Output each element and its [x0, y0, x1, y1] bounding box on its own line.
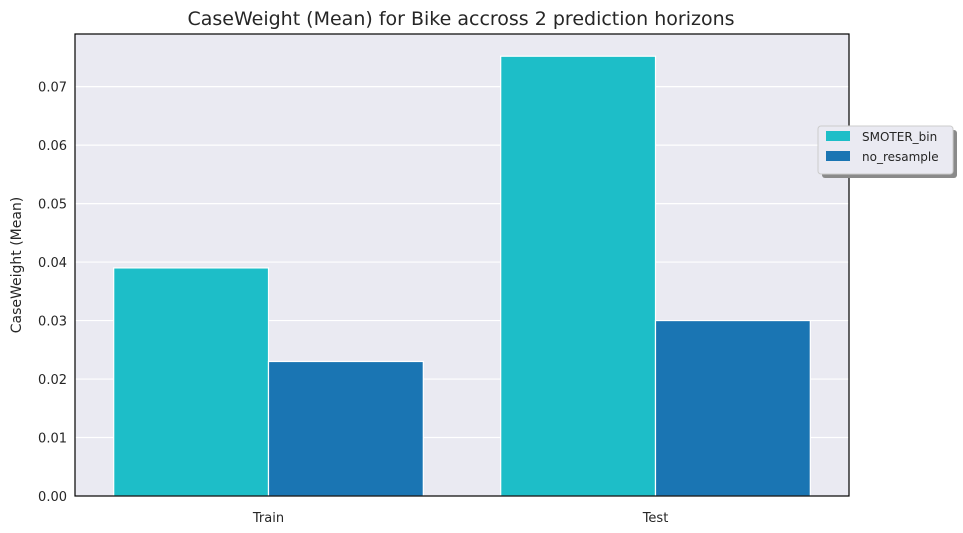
- y-tick-label: 0.03: [38, 315, 67, 330]
- y-tick-label: 0.05: [38, 198, 67, 213]
- bar-no_resample-Test: [654, 319, 811, 497]
- legend: SMOTER_bin no_resample: [817, 125, 957, 178]
- legend-swatch-SMOTER_bin: [826, 131, 850, 141]
- x-tick-label: Train: [252, 511, 284, 526]
- bar-no_resample-Train: [267, 360, 424, 497]
- legend-swatch-no_resample: [826, 151, 850, 161]
- y-tick-label: 0.04: [38, 256, 67, 271]
- y-tick-labels: 0.00 0.01 0.02 0.03 0.04 0.05 0.06 0.07: [38, 81, 67, 505]
- chart-title: CaseWeight (Mean) for Bike accross 2 pre…: [187, 8, 734, 30]
- x-tick-label: Test: [642, 511, 669, 526]
- y-tick-label: 0.00: [38, 490, 67, 505]
- legend-label: SMOTER_bin: [862, 130, 937, 144]
- plot-frame: [74, 33, 850, 497]
- legend-label: no_resample: [862, 150, 939, 164]
- y-tick-label: 0.07: [38, 81, 67, 96]
- y-tick-label: 0.01: [38, 432, 67, 447]
- y-axis-label: CaseWeight (Mean): [9, 197, 25, 334]
- y-tick-label: 0.06: [38, 139, 67, 154]
- x-tick-labels: Train Test: [252, 511, 668, 526]
- y-tick-label: 0.02: [38, 373, 67, 388]
- bar-SMOTER_bin-Train: [113, 267, 270, 497]
- bar-SMOTER_bin-Test: [500, 55, 657, 497]
